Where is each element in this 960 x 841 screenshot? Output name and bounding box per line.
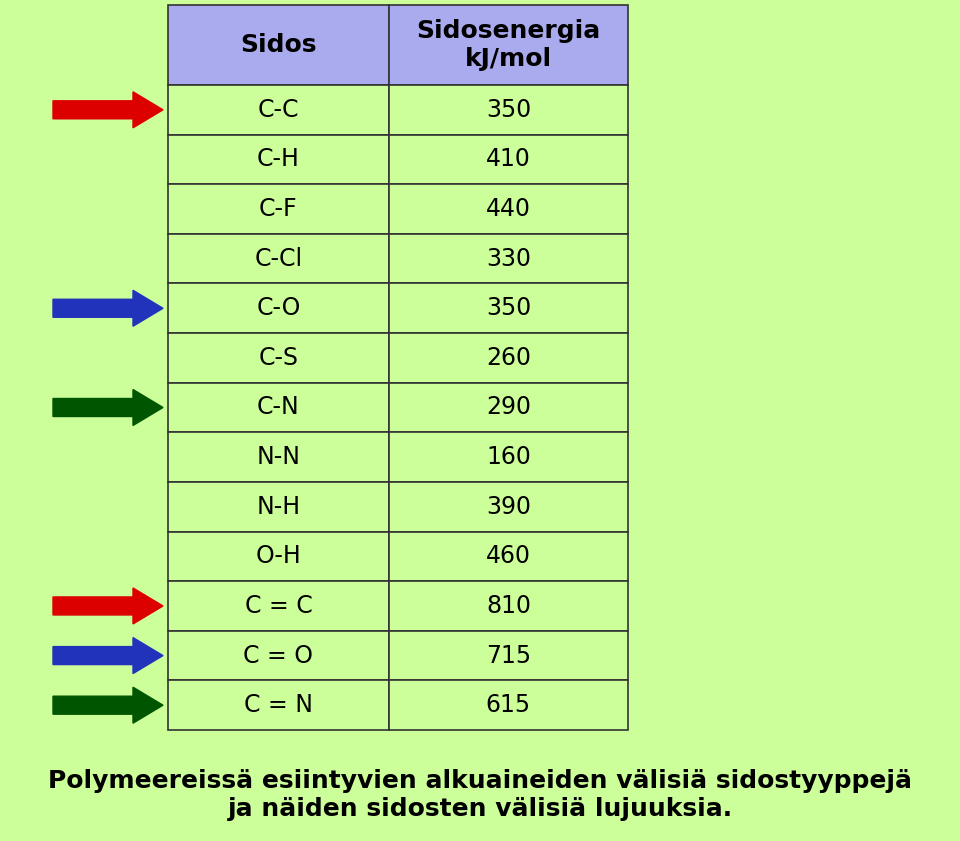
Bar: [389, 432, 628, 482]
Bar: [389, 383, 628, 432]
Bar: [389, 680, 628, 730]
FancyArrow shape: [53, 92, 163, 128]
Text: Sidos: Sidos: [240, 33, 317, 57]
Bar: [168, 383, 389, 432]
Text: 410: 410: [486, 147, 531, 172]
Text: C-O: C-O: [256, 296, 300, 320]
Bar: [168, 283, 389, 333]
Text: 810: 810: [486, 594, 531, 618]
Text: 440: 440: [486, 197, 531, 221]
Text: O-H: O-H: [255, 544, 301, 569]
Bar: [389, 581, 628, 631]
Text: C = C: C = C: [245, 594, 312, 618]
Bar: [389, 135, 628, 184]
Text: Sidosenergia
kJ/mol: Sidosenergia kJ/mol: [417, 19, 601, 71]
Text: C-H: C-H: [257, 147, 300, 172]
Text: 350: 350: [486, 98, 531, 122]
Bar: [168, 680, 389, 730]
Bar: [389, 283, 628, 333]
Bar: [389, 532, 628, 581]
Bar: [168, 135, 389, 184]
Text: C-S: C-S: [258, 346, 299, 370]
Bar: [168, 333, 389, 383]
Bar: [168, 234, 389, 283]
FancyArrow shape: [53, 290, 163, 326]
Bar: [389, 184, 628, 234]
Bar: [168, 432, 389, 482]
Text: 160: 160: [486, 445, 531, 469]
Bar: [168, 581, 389, 631]
Text: 350: 350: [486, 296, 531, 320]
Text: Polymeereissä esiintyvien alkuaineiden välisiä sidostyyppejä
ja näiden sidosten : Polymeereissä esiintyvien alkuaineiden v…: [48, 770, 912, 821]
Bar: [168, 184, 389, 234]
Bar: [168, 5, 389, 85]
Text: 715: 715: [486, 643, 531, 668]
Text: C-N: C-N: [257, 395, 300, 420]
Bar: [389, 631, 628, 680]
Text: C-F: C-F: [259, 197, 298, 221]
Text: C-Cl: C-Cl: [254, 246, 302, 271]
Bar: [168, 532, 389, 581]
FancyArrow shape: [53, 637, 163, 674]
Text: C = N: C = N: [244, 693, 313, 717]
Text: 290: 290: [486, 395, 531, 420]
Bar: [389, 5, 628, 85]
Text: N-N: N-N: [256, 445, 300, 469]
FancyArrow shape: [53, 687, 163, 723]
Text: 460: 460: [486, 544, 531, 569]
Bar: [168, 631, 389, 680]
Text: N-H: N-H: [256, 495, 300, 519]
Text: C-C: C-C: [257, 98, 300, 122]
FancyArrow shape: [53, 389, 163, 426]
FancyArrow shape: [53, 588, 163, 624]
Bar: [389, 482, 628, 532]
Bar: [389, 333, 628, 383]
Bar: [389, 85, 628, 135]
Text: 390: 390: [486, 495, 531, 519]
Text: 330: 330: [486, 246, 531, 271]
Bar: [168, 85, 389, 135]
Text: C = O: C = O: [244, 643, 313, 668]
Text: 615: 615: [486, 693, 531, 717]
Bar: [168, 482, 389, 532]
Text: 260: 260: [486, 346, 531, 370]
Bar: [389, 234, 628, 283]
